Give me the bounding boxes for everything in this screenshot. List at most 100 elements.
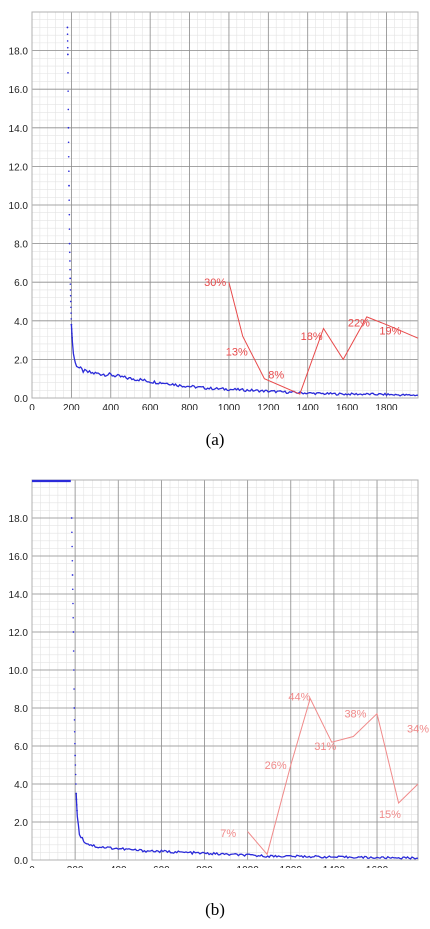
series-point: [70, 318, 73, 320]
x-tick-label: 400: [102, 403, 119, 410]
series-point: [74, 773, 77, 776]
series-point: [71, 588, 74, 591]
caption-b: (b): [205, 900, 225, 919]
series-point: [69, 289, 72, 291]
percent-label: 19%: [379, 325, 401, 337]
series-point: [68, 242, 71, 245]
x-tick-label: 200: [63, 403, 80, 410]
percent-label: 38%: [344, 709, 366, 721]
x-tick-label: 800: [196, 865, 213, 868]
percent-label: 30%: [204, 277, 226, 289]
series-point: [68, 213, 71, 216]
x-tick-label: 1600: [366, 865, 389, 868]
series-point: [70, 312, 72, 314]
percent-label: 7%: [220, 828, 236, 840]
series-point: [72, 631, 75, 633]
series-point: [68, 228, 71, 230]
percent-label: 31%: [314, 741, 336, 753]
y-tick-label: 14.0: [9, 590, 29, 601]
percent-label: 18%: [301, 331, 323, 343]
x-tick-label: 1800: [375, 403, 398, 410]
x-tick-label: 600: [153, 865, 170, 868]
y-tick-label: 2.0: [14, 818, 28, 829]
percent-label: 22%: [348, 318, 370, 330]
percent-label: 13%: [226, 347, 248, 359]
percent-label: 15%: [379, 809, 401, 821]
x-tick-label: 1600: [336, 403, 359, 410]
series-point: [69, 283, 72, 285]
y-tick-label: 2.0: [14, 355, 28, 366]
x-tick-label: 0: [29, 403, 35, 410]
x-tick-label: 1400: [297, 403, 320, 410]
y-tick-label: 14.0: [9, 124, 29, 135]
series-point: [69, 260, 71, 262]
y-tick-label: 10.0: [9, 201, 29, 212]
series-point: [74, 742, 76, 745]
percent-label: 44%: [288, 691, 310, 703]
series-point: [69, 277, 72, 280]
series-point: [67, 108, 70, 111]
series-line: [75, 793, 419, 860]
y-tick-label: 16.0: [9, 552, 29, 563]
x-tick-label: 1000: [218, 403, 241, 410]
x-tick-label: 1200: [280, 865, 303, 868]
y-tick-label: 18.0: [9, 47, 29, 58]
series-point: [73, 707, 76, 709]
percent-label: 26%: [265, 760, 287, 772]
y-tick-label: 6.0: [14, 742, 28, 753]
x-tick-label: 400: [110, 865, 127, 868]
series-point: [68, 170, 70, 173]
y-tick-label: 10.0: [9, 666, 29, 677]
annotation-line: [247, 697, 419, 856]
series-point: [72, 602, 74, 605]
y-tick-label: 0.0: [14, 394, 28, 405]
series-point: [72, 616, 74, 619]
y-tick-label: 8.0: [14, 704, 28, 715]
series-point: [75, 783, 77, 785]
x-tick-label: 200: [67, 865, 84, 868]
y-tick-label: 12.0: [9, 162, 29, 173]
y-tick-label: 6.0: [14, 278, 28, 289]
series-point: [69, 294, 72, 297]
series-point: [66, 40, 69, 42]
plot-frame: [31, 479, 419, 861]
series-point: [66, 33, 69, 35]
line-chart-a: 0 200 400 600 800 1000 1200 1400 1600 1800 0.0 2.0 4…: [9, 11, 419, 410]
x-tick-label: 1000: [237, 865, 260, 868]
series-point: [68, 184, 70, 187]
percent-label: 34%: [407, 724, 429, 736]
y-tick-label: 4.0: [14, 780, 28, 791]
series-point: [72, 650, 75, 652]
series-point: [71, 559, 74, 562]
series-point: [67, 90, 69, 92]
series-point: [67, 126, 70, 129]
series-point: [74, 764, 77, 766]
series-point: [66, 26, 69, 29]
percent-label: 8%: [268, 370, 284, 382]
series-point: [67, 141, 70, 144]
y-tick-label: 16.0: [9, 85, 29, 96]
line-chart-b: 0 200 400 600 800 1000 1200 1400 1600 0.0 2.0 4.0 6.…: [9, 479, 429, 868]
series-point: [68, 199, 70, 201]
series-point: [66, 53, 69, 56]
series-point: [71, 545, 73, 548]
x-tick-label: 0: [29, 865, 35, 868]
y-tick-label: 12.0: [9, 628, 29, 639]
plot-frame: [31, 11, 419, 399]
series-point: [71, 574, 74, 576]
series-point: [73, 688, 75, 690]
series-point: [67, 71, 69, 74]
series-point: [70, 517, 73, 519]
x-tick-label: 800: [181, 403, 198, 410]
series-point: [70, 306, 72, 309]
caption-a: (a): [205, 430, 225, 449]
y-tick-label: 0.0: [14, 856, 28, 867]
series-point: [74, 754, 77, 757]
series-line: [70, 324, 419, 397]
series-point: [69, 268, 71, 271]
y-tick-label: 8.0: [14, 240, 28, 251]
chart-panel-b: 0 200 400 600 800 1000 1200 1400 1600 0.0 2.0 4.0 6.…: [0, 468, 430, 868]
series-point: [73, 669, 75, 671]
series-point: [71, 531, 73, 534]
x-tick-label: 1400: [323, 865, 346, 868]
